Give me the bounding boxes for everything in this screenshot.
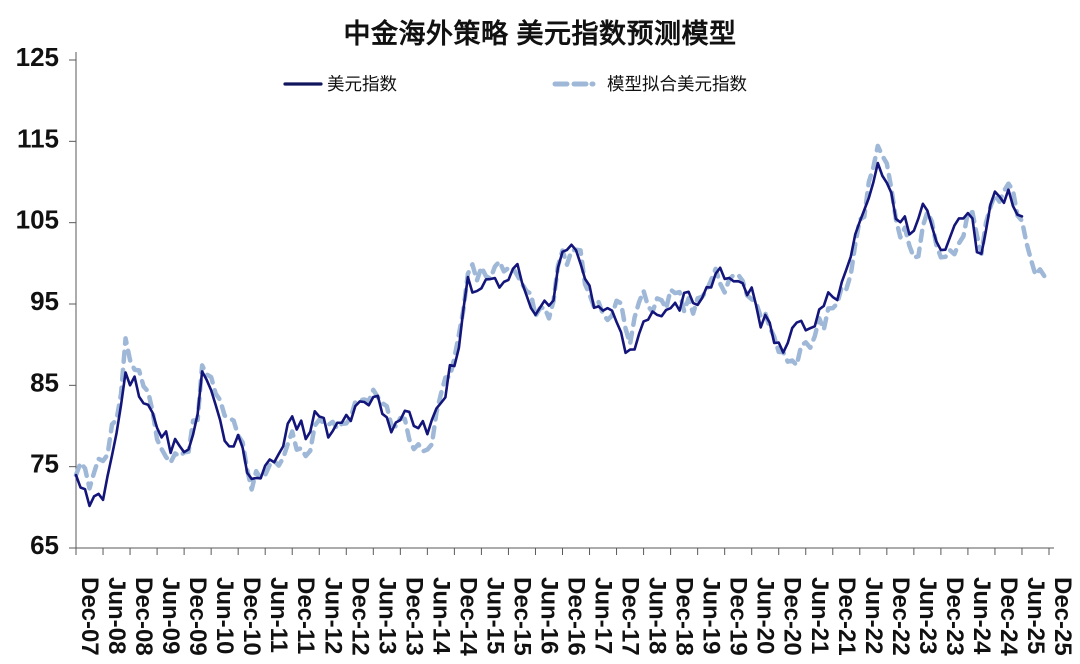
svg-text:85: 85 <box>30 367 59 397</box>
svg-text:Dec-07: Dec-07 <box>76 577 103 656</box>
svg-text:Jun-17: Jun-17 <box>590 577 617 654</box>
svg-text:Jun-19: Jun-19 <box>698 577 725 654</box>
svg-text:Jun-21: Jun-21 <box>806 577 833 654</box>
svg-text:Jun-23: Jun-23 <box>914 577 941 654</box>
svg-text:Jun-13: Jun-13 <box>373 577 400 654</box>
svg-text:Dec-09: Dec-09 <box>184 577 211 656</box>
svg-text:Dec-25: Dec-25 <box>1049 577 1076 656</box>
svg-text:95: 95 <box>30 286 59 316</box>
svg-text:105: 105 <box>16 205 59 235</box>
svg-text:Dec-17: Dec-17 <box>617 577 644 656</box>
svg-text:Jun-09: Jun-09 <box>157 577 184 654</box>
svg-text:Jun-25: Jun-25 <box>1022 577 1049 654</box>
svg-text:Dec-22: Dec-22 <box>887 577 914 656</box>
svg-text:Dec-10: Dec-10 <box>238 577 265 656</box>
svg-text:115: 115 <box>17 123 59 153</box>
svg-text:Jun-11: Jun-11 <box>265 577 292 653</box>
svg-text:Jun-15: Jun-15 <box>481 577 508 654</box>
svg-text:Jun-08: Jun-08 <box>103 577 130 654</box>
svg-text:Dec-13: Dec-13 <box>400 577 427 656</box>
svg-text:Dec-08: Dec-08 <box>130 577 157 656</box>
svg-text:Jun-16: Jun-16 <box>535 577 562 654</box>
svg-text:Dec-15: Dec-15 <box>508 577 535 656</box>
svg-text:Jun-20: Jun-20 <box>752 577 779 654</box>
svg-text:Dec-20: Dec-20 <box>779 577 806 656</box>
svg-text:Dec-18: Dec-18 <box>671 577 698 656</box>
svg-text:Jun-18: Jun-18 <box>644 577 671 654</box>
svg-text:Dec-11: Dec-11 <box>292 577 319 654</box>
svg-text:75: 75 <box>30 449 59 479</box>
svg-text:Dec-19: Dec-19 <box>725 577 752 656</box>
svg-text:Jun-10: Jun-10 <box>211 577 238 654</box>
svg-text:65: 65 <box>30 530 59 560</box>
svg-text:Dec-12: Dec-12 <box>346 577 373 656</box>
svg-text:Jun-22: Jun-22 <box>860 577 887 654</box>
svg-text:Jun-14: Jun-14 <box>427 577 454 655</box>
svg-text:Dec-21: Dec-21 <box>833 577 860 656</box>
svg-text:125: 125 <box>16 42 59 72</box>
svg-text:Dec-23: Dec-23 <box>941 577 968 656</box>
svg-text:Jun-24: Jun-24 <box>968 577 995 655</box>
svg-text:Jun-12: Jun-12 <box>319 577 346 654</box>
svg-text:Dec-14: Dec-14 <box>454 577 481 656</box>
svg-text:Dec-16: Dec-16 <box>563 577 590 656</box>
svg-text:Dec-24: Dec-24 <box>995 577 1022 656</box>
